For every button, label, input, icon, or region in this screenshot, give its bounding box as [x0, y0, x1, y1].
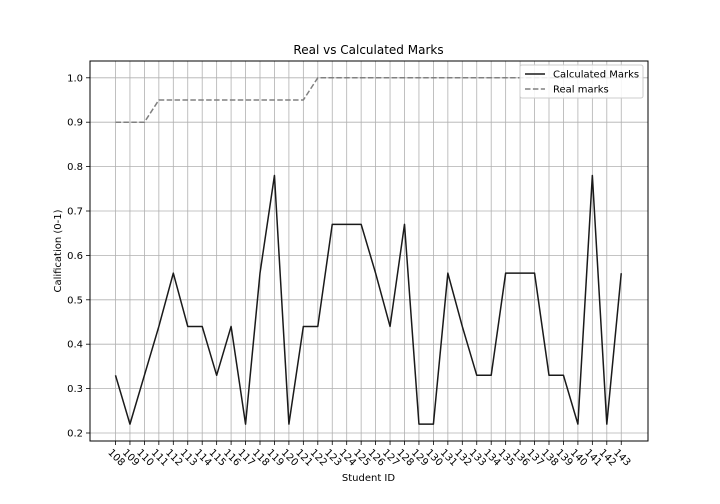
y-tick-label: 0.5: [67, 295, 83, 306]
y-axis: 0.2 0.3 0.4 0.5 0.6 0.7 0.8 0.9 1.0: [67, 73, 90, 440]
legend: Calculated Marks Real marks: [519, 64, 644, 99]
y-axis-title: Calification (0-1): [53, 209, 64, 292]
y-tick-label: 0.6: [67, 251, 83, 262]
y-tick-label: 0.7: [67, 207, 83, 218]
y-tick-label: 0.3: [67, 384, 83, 395]
legend-box: [519, 64, 644, 99]
y-tick-label: 0.4: [67, 340, 83, 351]
x-tick-label: 143: [611, 447, 632, 468]
y-tick-label: 1.0: [67, 73, 83, 84]
legend-label-2: Real marks: [553, 85, 609, 96]
chart-title: Real vs Calculated Marks: [293, 43, 443, 57]
legend-label-1: Calculated Marks: [553, 70, 639, 81]
series-layer: [114, 77, 622, 425]
y-tick-label: 0.8: [67, 162, 83, 173]
y-tick-label: 0.2: [67, 429, 83, 440]
plot-frame: [89, 60, 649, 442]
x-axis: 1081091101111121131141151161171181191201…: [105, 441, 632, 469]
grid: [90, 61, 648, 441]
series-line-1: [114, 174, 622, 425]
x-axis-title: Student ID: [342, 473, 395, 484]
y-tick-label: 0.9: [67, 118, 83, 129]
